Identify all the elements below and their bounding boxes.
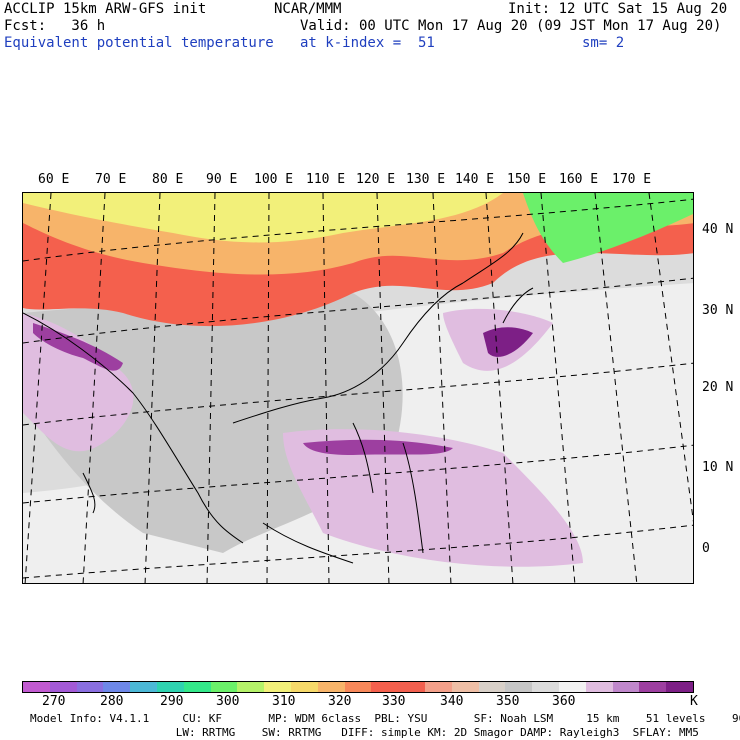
forecast-hour: Fcst: 36 h bbox=[4, 18, 106, 34]
colorbar-swatch bbox=[612, 682, 640, 692]
lat-label: 10 N bbox=[702, 460, 734, 475]
lon-label: 170 E bbox=[612, 172, 652, 187]
colorbar-tick-label: 360 bbox=[552, 694, 576, 709]
field-name: Equivalent potential temperature bbox=[4, 35, 274, 51]
theta-e-map bbox=[23, 193, 693, 583]
colorbar-swatch bbox=[23, 682, 50, 692]
colorbar-swatch bbox=[156, 682, 184, 692]
lon-label: 80 E bbox=[152, 172, 184, 187]
colorbar-tick-label: 330 bbox=[382, 694, 406, 709]
colorbar-swatch bbox=[317, 682, 345, 692]
lat-label: 20 N bbox=[702, 380, 734, 395]
model-info: Model Info: V4.1.1 CU: KF MP: WDM 6class… bbox=[30, 712, 740, 725]
lon-label: 140 E bbox=[455, 172, 495, 187]
colorbar-swatch bbox=[451, 682, 479, 692]
lon-label: 90 E bbox=[206, 172, 238, 187]
colorbar-swatch bbox=[585, 682, 613, 692]
colorbar-swatch bbox=[183, 682, 211, 692]
lon-label: 70 E bbox=[95, 172, 127, 187]
graticule bbox=[23, 193, 693, 583]
colorbar-swatch bbox=[210, 682, 238, 692]
colorbar-swatch bbox=[76, 682, 104, 692]
valid-time: Valid: 00 UTC Mon 17 Aug 20 (09 JST Mon … bbox=[300, 18, 722, 34]
colorbar-swatch bbox=[49, 682, 77, 692]
smoothing: sm= 2 bbox=[582, 35, 625, 51]
lon-label: 160 E bbox=[559, 172, 599, 187]
lon-label: 100 E bbox=[254, 172, 294, 187]
colorbar-swatch bbox=[344, 682, 372, 692]
india-moist-region bbox=[23, 313, 134, 452]
colorbar-swatch bbox=[505, 682, 533, 692]
colorbar-tick-label: 270 bbox=[42, 694, 66, 709]
colorbar-swatch bbox=[130, 682, 157, 692]
lon-label: 120 E bbox=[356, 172, 396, 187]
colorbar-swatch bbox=[103, 682, 131, 692]
colorbar-swatch bbox=[424, 682, 452, 692]
colorbar-tick-label: 280 bbox=[100, 694, 124, 709]
lon-label: 150 E bbox=[507, 172, 547, 187]
colorbar-unit: K bbox=[690, 694, 698, 709]
colorbar-tick-label: 340 bbox=[440, 694, 464, 709]
colorbar-swatch bbox=[371, 682, 399, 692]
colorbar-swatch bbox=[478, 682, 506, 692]
lat-label: 30 N bbox=[702, 303, 734, 318]
colorbar-tick-label: 350 bbox=[496, 694, 520, 709]
map-panel bbox=[22, 192, 694, 584]
colorbar-tick-label: 320 bbox=[328, 694, 352, 709]
colorbar bbox=[22, 681, 694, 693]
lat-label: 40 N bbox=[702, 222, 734, 237]
physics-info: LW: RRTMG SW: RRTMG DIFF: simple KM: 2D … bbox=[30, 726, 699, 739]
cool-airmass bbox=[523, 193, 693, 263]
lon-label: 110 E bbox=[306, 172, 346, 187]
model-title: ACCLIP 15km ARW-GFS init bbox=[4, 1, 207, 17]
colorbar-swatch bbox=[290, 682, 318, 692]
lon-label: 60 E bbox=[38, 172, 70, 187]
colorbar-swatch bbox=[558, 682, 586, 692]
colorbar-tick-label: 310 bbox=[272, 694, 296, 709]
colorbar-swatch bbox=[237, 682, 265, 692]
init-time: Init: 12 UTC Sat 15 Aug 20 bbox=[508, 1, 728, 17]
lat-label: 0 bbox=[702, 541, 710, 556]
colorbar-tick-label: 300 bbox=[216, 694, 240, 709]
coastlines bbox=[23, 232, 534, 564]
colorbar-swatch bbox=[532, 682, 559, 692]
institution: NCAR/MMM bbox=[274, 1, 342, 17]
colorbar-swatch bbox=[264, 682, 291, 692]
lon-label: 130 E bbox=[406, 172, 446, 187]
k-index: at k-index = 51 bbox=[300, 35, 435, 51]
colorbar-swatch bbox=[639, 682, 667, 692]
colorbar-swatch bbox=[398, 682, 425, 692]
colorbar-swatch bbox=[666, 682, 693, 692]
colorbar-tick-label: 290 bbox=[160, 694, 184, 709]
